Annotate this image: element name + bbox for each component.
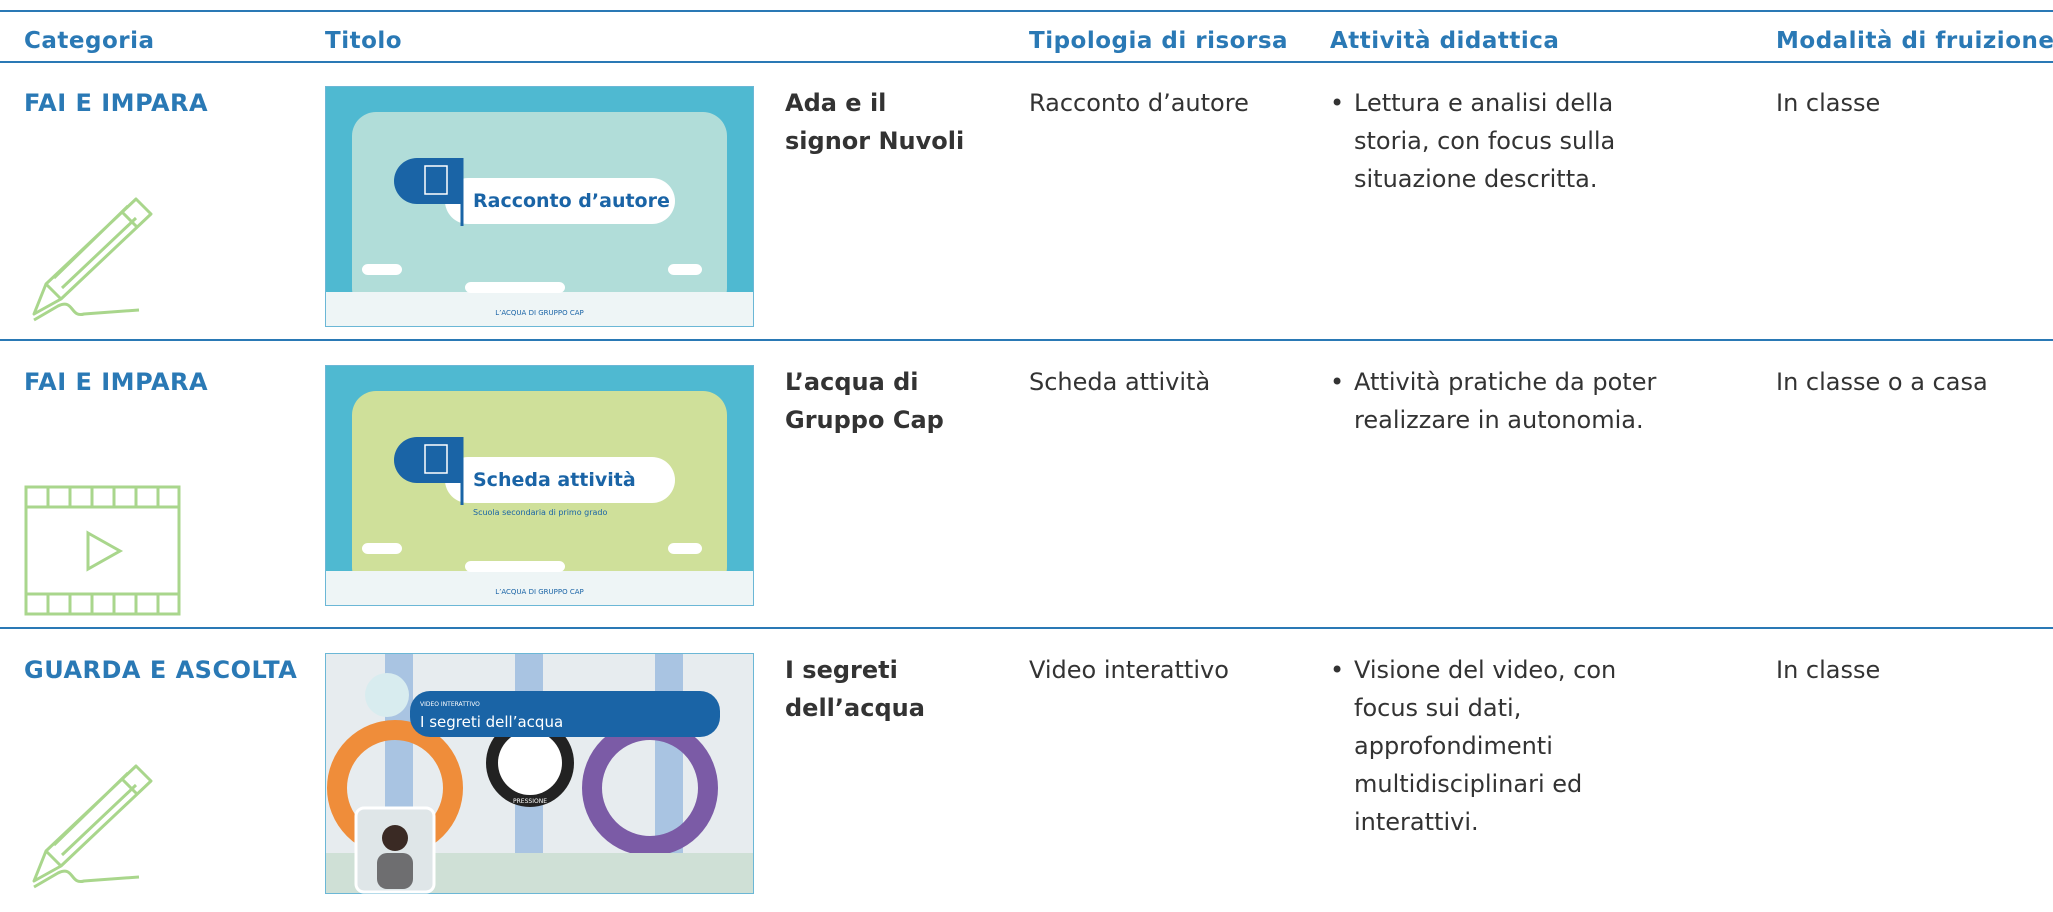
resource-title: L’acqua di Gruppo Cap (785, 368, 944, 434)
cloud-puff (465, 282, 565, 293)
film-frame (24, 485, 181, 616)
row-rule (0, 339, 2053, 341)
thumb-subtitle: Scuola secondaria di primo grado (473, 508, 608, 517)
thumb-label: Racconto d’autore (473, 190, 670, 212)
pencil-body (32, 197, 153, 316)
cloud-puff (668, 543, 702, 554)
header-cell: Attività didattica (1330, 28, 1560, 54)
thumb-label: I segreti dell’acqua (420, 713, 563, 731)
cloud-puff (668, 264, 702, 275)
resource-type: Scheda attività (1029, 368, 1211, 396)
category: FAI E IMPARA (24, 89, 209, 117)
category: FAI E IMPARA (24, 368, 209, 396)
cloud-puff (362, 543, 402, 554)
resource-type: Video interattivo (1029, 656, 1229, 684)
resource-type: Racconto d’autore (1029, 89, 1249, 117)
resource-title: Ada e il signor Nuvoli (785, 89, 965, 155)
label-pill (445, 457, 675, 503)
presenter-body (377, 853, 413, 889)
cloud (326, 292, 753, 326)
activity: Lettura e analisi della storia, con focu… (1330, 84, 1684, 198)
cloud-puff (465, 561, 565, 572)
mode: In classe (1776, 656, 1881, 684)
label-badge (394, 437, 463, 505)
thumb-label: Scheda attività (473, 469, 636, 491)
activity: Visione del video, con focus sui dati, a… (1330, 651, 1684, 841)
header-cell: Tipologia di risorsa (1029, 28, 1289, 54)
presenter-head (382, 825, 408, 851)
label-badge (394, 158, 463, 226)
top-rule (0, 10, 2053, 12)
resource-title: I segreti dell’acqua (785, 656, 925, 722)
thumb-kicker: VIDEO INTERATTIVO (420, 701, 480, 708)
play-icon (86, 530, 124, 572)
thumbnail: Racconto d’autore L’ACQUA DI GRUPPO CAP (325, 86, 754, 327)
mode: In classe o a casa (1776, 368, 1988, 396)
category-icon (32, 197, 153, 322)
row-rule (0, 627, 2053, 629)
category: GUARDA E ASCOLTA (24, 656, 298, 684)
pencil-squiggle (33, 302, 140, 322)
header-cell: Titolo (325, 28, 403, 54)
gauge-label: PRESSIONE (513, 798, 547, 805)
pencil-body (32, 764, 153, 883)
category-icon (24, 485, 181, 616)
header-cell: Modalità di fruizione (1776, 28, 2053, 54)
thumb-footer: L’ACQUA DI GRUPPO CAP (495, 588, 584, 596)
header-cell: Categoria (24, 28, 155, 54)
header-rule (0, 61, 2053, 63)
thumbnail: PRESSIONE VIDEO INTERATTIVO I segreti dell… (325, 653, 754, 894)
cloud-puff (362, 264, 402, 275)
label-pill (445, 178, 675, 224)
badge-icon (424, 444, 448, 474)
cloud (326, 571, 753, 605)
mode: In classe (1776, 89, 1881, 117)
gauge-face (498, 731, 562, 795)
category-icon (32, 764, 153, 889)
hand-badge (365, 673, 409, 717)
badge-icon (424, 165, 448, 195)
activity: Attività pratiche da poter realizzare in… (1330, 363, 1684, 439)
thumb-footer: L’ACQUA DI GRUPPO CAP (495, 309, 584, 317)
pipe (655, 654, 683, 854)
title-banner (410, 691, 720, 737)
thumbnail: Scheda attività Scuola secondaria di prim… (325, 365, 754, 606)
pencil-squiggle (33, 869, 140, 889)
